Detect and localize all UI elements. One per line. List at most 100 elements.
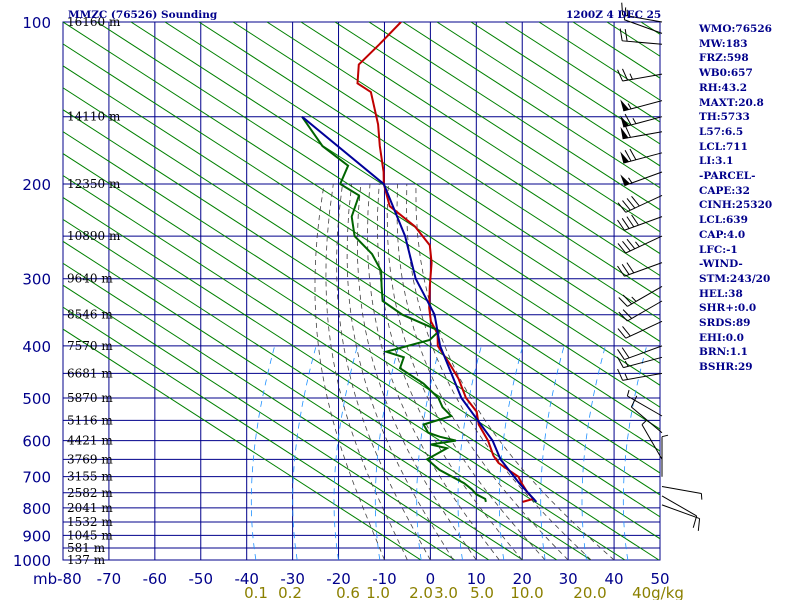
- wind-barb: [620, 148, 663, 164]
- barb-full: [626, 262, 635, 274]
- parcel-trace: [301, 115, 538, 503]
- barb-full: [619, 28, 623, 41]
- barb-staff: [627, 285, 663, 307]
- height-label: 8546 m: [67, 308, 113, 322]
- barb-half: [632, 118, 637, 124]
- height-label: 5116 m: [67, 413, 113, 427]
- temperature-tick-label: mb-80: [33, 570, 82, 588]
- barb-full: [697, 518, 701, 531]
- barb-full: [622, 294, 633, 305]
- wind-barb: [617, 235, 663, 254]
- barb-half: [627, 103, 632, 110]
- stat-item: SHR+:0.0: [699, 302, 757, 315]
- barb-staff: [622, 40, 663, 45]
- mixing-ratio-line: [374, 345, 400, 560]
- barb-full: [621, 2, 624, 16]
- barb-full: [622, 68, 628, 81]
- height-label: 581 m: [67, 541, 106, 555]
- moist-adiabat: [314, 183, 385, 560]
- barb-full: [617, 328, 627, 339]
- barb-staff: [622, 131, 663, 140]
- wind-barb: [661, 434, 669, 477]
- barb-full: [617, 219, 625, 231]
- mixing-ratio-lines: [250, 345, 648, 560]
- moist-adiabat: [415, 183, 615, 560]
- moist-adiabat: [356, 183, 477, 560]
- wind-barb: [630, 395, 663, 434]
- barb-staff: [625, 194, 663, 213]
- stat-item: RH:43.2: [699, 81, 748, 94]
- stat-item: WMO:76526: [699, 23, 772, 35]
- height-label: 16160 m: [67, 15, 121, 29]
- barb-full: [617, 202, 627, 213]
- temperature-tick-label: 0: [426, 570, 436, 588]
- pressure-tick-label: 500: [22, 390, 51, 408]
- dry-adiabat: [63, 328, 422, 560]
- temperature-tick-label: -40: [234, 570, 259, 588]
- mixing-ratio-label: 0.6: [336, 584, 360, 600]
- stat-item: BSHR:29: [699, 361, 753, 374]
- moist-adiabat: [386, 183, 546, 560]
- mixing-ratio-label: 1.0: [366, 584, 390, 600]
- dry-adiabat: [198, 22, 660, 321]
- dry-adiabat: [63, 87, 660, 474]
- stat-item: HEL:38: [699, 287, 743, 300]
- dry-adiabat: [334, 22, 660, 233]
- moist-adiabat: [396, 183, 569, 560]
- barb-staff: [624, 216, 663, 231]
- barb-staff: [661, 495, 697, 517]
- moist-adiabats: [314, 183, 615, 560]
- barb-half: [628, 177, 633, 184]
- dry-adiabat: [63, 131, 660, 518]
- barb-full: [617, 265, 625, 277]
- moist-adiabat: [325, 183, 408, 560]
- dry-adiabat: [63, 306, 456, 560]
- barb-full: [631, 214, 639, 226]
- pressure-tick-label: 900: [22, 527, 51, 545]
- barb-full: [616, 356, 624, 368]
- height-label: 1045 m: [67, 528, 113, 542]
- wind-barb: [641, 420, 663, 460]
- barb-full: [626, 216, 635, 228]
- height-labels: 16160 m 14110 m 12350 m 10890 m 9640 m 8546 m…: [67, 15, 121, 567]
- stat-item: TH:5733: [699, 111, 750, 124]
- stat-item: CAP:4.0: [699, 228, 746, 241]
- wind-barb: [620, 113, 663, 128]
- dry-adiabat: [63, 109, 660, 496]
- barb-full: [622, 309, 633, 319]
- dry-adiabats: [63, 22, 660, 560]
- temperature-tick-label: -20: [326, 570, 351, 588]
- stat-item: FRZ:598: [699, 52, 749, 65]
- barb-flag: [620, 99, 630, 111]
- wind-barb: [623, 7, 663, 34]
- barb-full: [623, 7, 627, 20]
- dry-adiabat: [504, 22, 660, 123]
- wind-barb: [618, 285, 663, 307]
- wind-barb: [618, 300, 663, 322]
- barb-full: [617, 368, 624, 381]
- stat-item: MAXT:20.8: [699, 96, 764, 109]
- barb-full: [621, 264, 630, 275]
- height-label: 7570 m: [67, 339, 113, 353]
- dry-adiabat: [63, 284, 490, 560]
- temperature-tick-label: 50: [650, 570, 669, 588]
- temperature-tick-label: 20: [513, 570, 532, 588]
- barb-staff: [623, 356, 663, 369]
- barb-half: [631, 296, 637, 302]
- barb-flag: [620, 126, 629, 139]
- barb-flag: [620, 115, 630, 128]
- barb-flag: [620, 174, 631, 186]
- pressure-tick-label: 300: [22, 271, 51, 289]
- mixing-ratio-line: [250, 345, 276, 560]
- barb-half: [661, 434, 669, 438]
- height-label: 4421 m: [67, 434, 113, 448]
- stat-item: -WIND-: [699, 258, 743, 271]
- barb-half: [635, 241, 640, 247]
- mixing-ratio-line: [292, 345, 317, 560]
- wind-barb: [617, 320, 663, 339]
- barb-staff: [627, 395, 663, 417]
- dry-adiabat: [63, 65, 660, 452]
- height-label: 6681 m: [67, 366, 113, 380]
- wind-barb: [617, 194, 663, 213]
- barb-half: [626, 389, 630, 397]
